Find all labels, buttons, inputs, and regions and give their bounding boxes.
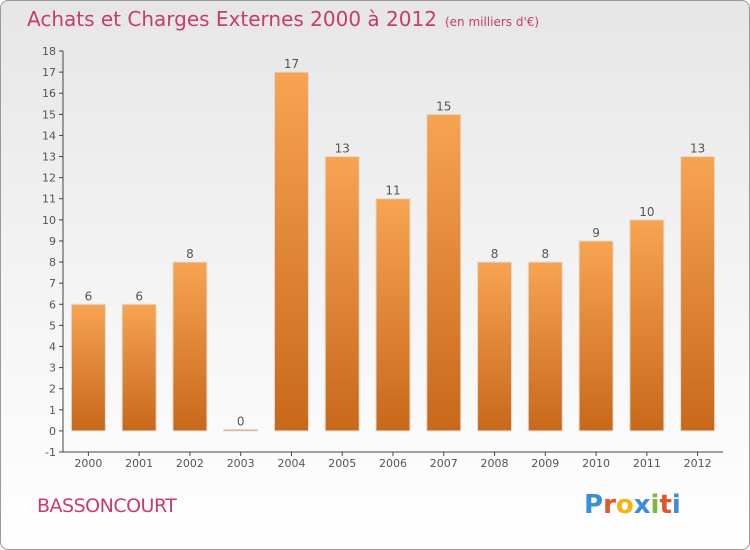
y-tick-label: 17	[42, 66, 56, 79]
x-tick-label-2000: 2000	[74, 457, 102, 470]
bar-2009	[527, 261, 563, 432]
data-label-2008: 8	[491, 247, 499, 261]
y-tick-label: 5	[49, 319, 56, 332]
x-tick-label-2010: 2010	[582, 457, 610, 470]
x-tick-label-2008: 2008	[481, 457, 509, 470]
bar-2007	[426, 113, 462, 432]
data-label-2006: 11	[385, 184, 400, 198]
y-tick-label: 14	[42, 129, 56, 142]
logo-letter: r	[603, 490, 616, 520]
y-tick-label: 3	[49, 362, 56, 375]
x-tick-label-2002: 2002	[176, 457, 204, 470]
bar-2010	[578, 240, 614, 432]
data-label-2009: 8	[541, 247, 549, 261]
data-label-2011: 10	[639, 205, 654, 219]
x-tick-label-2004: 2004	[277, 457, 305, 470]
logo-letter: t	[659, 490, 672, 520]
bar-2002	[172, 261, 208, 432]
bar-2001	[121, 303, 157, 432]
x-tick-label-2005: 2005	[328, 457, 356, 470]
data-label-2002: 8	[186, 247, 194, 261]
y-tick-label: 6	[49, 298, 56, 311]
chart-title-block: Achats et Charges Externes 2000 à 2012 (e…	[27, 7, 539, 31]
y-tick-label: -1	[45, 446, 56, 459]
proxiti-logo: Proxiti	[584, 490, 681, 520]
data-label-2001: 6	[135, 289, 143, 303]
logo-letter: x	[633, 490, 651, 520]
data-label-2012: 13	[690, 142, 705, 156]
y-tick-label: 8	[49, 256, 56, 269]
x-tick-label-2009: 2009	[531, 457, 559, 470]
x-tick-label-2003: 2003	[227, 457, 255, 470]
x-tick-label-2011: 2011	[633, 457, 661, 470]
logo-letter: P	[584, 490, 604, 520]
bar-2006	[375, 198, 411, 432]
x-tick-label-2012: 2012	[684, 457, 712, 470]
bar-2000	[70, 303, 106, 432]
bar-2008	[477, 261, 513, 432]
y-tick-label: 4	[49, 340, 56, 353]
logo-letter: o	[615, 490, 634, 520]
logo-letter: i	[650, 490, 660, 520]
chart-unit: (en milliers d'€)	[444, 15, 540, 29]
y-tick-label: 16	[42, 87, 56, 100]
data-label-2010: 9	[592, 226, 600, 240]
y-tick-label: 18	[42, 45, 56, 58]
y-tick-label: 12	[42, 172, 56, 185]
x-tick-label-2007: 2007	[430, 457, 458, 470]
x-tick-label-2001: 2001	[125, 457, 153, 470]
data-label-2005: 13	[335, 142, 350, 156]
y-tick-label: 7	[49, 277, 56, 290]
bar-2004	[273, 71, 309, 432]
y-tick-label: 0	[49, 425, 56, 438]
data-label-2007: 15	[436, 99, 451, 113]
bar-2003	[223, 428, 259, 432]
bar-2011	[629, 219, 665, 432]
bar-2005	[324, 156, 360, 432]
y-tick-label: 10	[42, 214, 56, 227]
data-label-2000: 6	[85, 289, 93, 303]
chart-title: Achats et Charges Externes 2000 à 2012	[27, 7, 437, 31]
y-tick-label: 9	[49, 235, 56, 248]
y-tick-label: 11	[42, 193, 56, 206]
commune-name: BASSONCOURT	[37, 495, 177, 517]
logo-letter: i	[671, 490, 681, 520]
data-label-2003: 0	[237, 414, 245, 428]
y-tick-label: 2	[49, 383, 56, 396]
y-tick-label: 13	[42, 151, 56, 164]
y-tick-label: 1	[49, 404, 56, 417]
x-tick-label-2006: 2006	[379, 457, 407, 470]
y-tick-label: 15	[42, 108, 56, 121]
bar-2012	[680, 156, 716, 432]
data-label-2004: 17	[284, 57, 299, 71]
